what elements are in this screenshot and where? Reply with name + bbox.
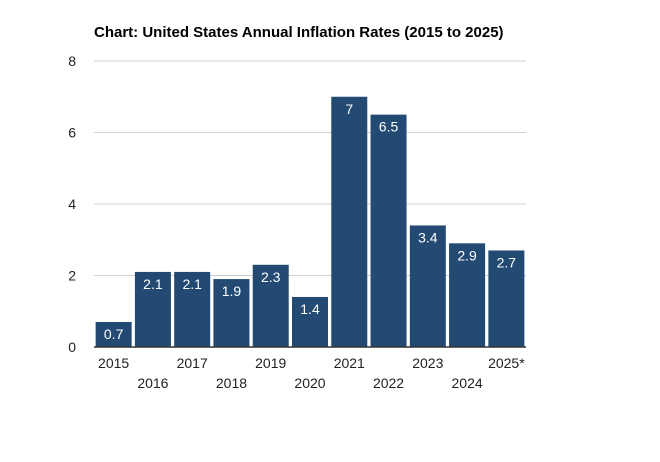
x-tick-label-2024: 2024 [452, 375, 483, 391]
bar-2018 [213, 279, 250, 347]
x-tick-label-2020: 2020 [294, 375, 325, 391]
y-tick-label-8: 8 [68, 53, 76, 69]
bar-data-label-2020: 1.4 [300, 301, 320, 317]
bar-data-label-2023: 3.4 [418, 229, 438, 245]
chart-title: Chart: United States Annual Inflation Ra… [94, 24, 504, 41]
bar-data-label-2019: 2.3 [261, 269, 281, 285]
bar-2017 [174, 271, 211, 347]
y-tick-label-6: 6 [68, 125, 76, 141]
x-tick-label-2019: 2019 [255, 355, 286, 371]
y-tick-label-4: 4 [68, 196, 76, 212]
bar-2021 [331, 96, 368, 347]
x-tick-label-2017: 2017 [177, 355, 208, 371]
bar-data-label-2025*: 2.7 [497, 254, 517, 270]
bar-2016 [134, 271, 171, 347]
x-tick-label-2023: 2023 [412, 355, 443, 371]
x-tick-label-2021: 2021 [334, 355, 365, 371]
bar-2025* [488, 250, 525, 347]
bar-data-label-2018: 1.9 [222, 283, 242, 299]
bar-2020 [292, 296, 328, 347]
bar-2022 [370, 114, 407, 347]
x-tick-label-2018: 2018 [216, 375, 247, 391]
bar-data-label-2021: 7 [345, 101, 353, 117]
x-tick-label-2015: 2015 [98, 355, 129, 371]
x-tick-label-2025*: 2025* [488, 355, 525, 371]
bar-data-label-2015: 0.7 [104, 326, 124, 342]
bar-2023 [409, 225, 446, 347]
y-tick-label-2: 2 [68, 268, 76, 284]
bar-data-label-2016: 2.1 [143, 276, 163, 292]
y-tick-label-0: 0 [68, 339, 76, 355]
bar-data-label-2017: 2.1 [182, 276, 202, 292]
x-tick-label-2022: 2022 [373, 375, 404, 391]
bar-2024 [449, 243, 486, 347]
bar-data-label-2024: 2.9 [457, 247, 477, 263]
bar-data-label-2022: 6.5 [379, 119, 399, 135]
bar-2015 [95, 321, 132, 347]
x-tick-label-2016: 2016 [137, 375, 168, 391]
bar-2019 [252, 264, 289, 347]
